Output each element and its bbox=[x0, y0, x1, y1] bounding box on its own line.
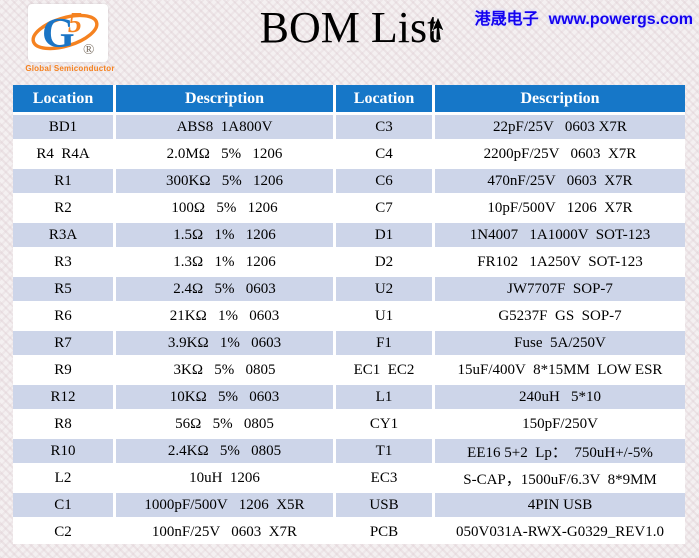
row-description-cell: 300KΩ 5% 1206 bbox=[116, 169, 333, 193]
row-description-cell: 1000pF/500V 1206 X5R bbox=[116, 493, 333, 517]
row-location-cell: R3A bbox=[13, 223, 113, 247]
svg-text:G: G bbox=[42, 11, 75, 57]
row-description-cell: 10pF/500V 1206 X7R bbox=[435, 196, 685, 220]
row-description-cell: 3.9KΩ 1% 0603 bbox=[116, 331, 333, 355]
site-name: 港晟电子 bbox=[474, 11, 539, 28]
row-description-cell: 1.3Ω 1% 1206 bbox=[116, 250, 333, 274]
row-description-cell: 1N4007 1A1000V SOT-123 bbox=[435, 223, 685, 247]
site-url[interactable]: www.powergs.com bbox=[548, 11, 693, 28]
row-location-cell: L2 bbox=[13, 466, 113, 490]
svg-text:5: 5 bbox=[68, 8, 82, 39]
row-location-cell: R6 bbox=[13, 304, 113, 328]
row-location-cell: D2 bbox=[336, 250, 432, 274]
row-description-cell: ABS8 1A800V bbox=[116, 115, 333, 139]
row-description-cell: 150pF/250V bbox=[435, 412, 685, 436]
row-location-cell: U2 bbox=[336, 277, 432, 301]
row-location-cell: C2 bbox=[13, 520, 113, 544]
mouse-cursor-icon bbox=[431, 17, 445, 41]
row-description-cell: 1.5Ω 1% 1206 bbox=[116, 223, 333, 247]
row-location-cell: L1 bbox=[336, 385, 432, 409]
row-location-cell: USB bbox=[336, 493, 432, 517]
row-description-cell: Fuse 5A/250V bbox=[435, 331, 685, 355]
row-location-cell: R8 bbox=[13, 412, 113, 436]
row-description-cell: 10KΩ 5% 0603 bbox=[116, 385, 333, 409]
row-location-cell: R9 bbox=[13, 358, 113, 382]
svg-text:®: ® bbox=[83, 42, 94, 58]
row-location-cell: C4 bbox=[336, 142, 432, 166]
row-description-cell: JW7707F SOP-7 bbox=[435, 277, 685, 301]
row-location-cell: U1 bbox=[336, 304, 432, 328]
row-location-cell: R12 bbox=[13, 385, 113, 409]
row-location-cell: C1 bbox=[13, 493, 113, 517]
row-description-cell: 3KΩ 5% 0805 bbox=[116, 358, 333, 382]
column-header-description: Description bbox=[435, 85, 685, 112]
row-location-cell: EC1 EC2 bbox=[336, 358, 432, 382]
row-location-cell: PCB bbox=[336, 520, 432, 544]
row-location-cell: R4 R4A bbox=[13, 142, 113, 166]
site-link[interactable]: 港晟电子 www.powergs.com bbox=[475, 5, 693, 29]
row-description-cell: 4PIN USB bbox=[435, 493, 685, 517]
row-location-cell: T1 bbox=[336, 439, 432, 463]
page-title: BOM List bbox=[259, 3, 440, 52]
row-description-cell: 56Ω 5% 0805 bbox=[116, 412, 333, 436]
row-description-cell: FR102 1A250V SOT-123 bbox=[435, 250, 685, 274]
row-description-cell: 2.4Ω 5% 0603 bbox=[116, 277, 333, 301]
row-location-cell: D1 bbox=[336, 223, 432, 247]
company-logo: G 5 ® Global Semiconductor bbox=[22, 4, 118, 73]
column-header-location: Location bbox=[336, 85, 432, 112]
row-description-cell: 050V031A-RWX-G0329_REV1.0 bbox=[435, 520, 685, 544]
row-description-cell: 21KΩ 1% 0603 bbox=[116, 304, 333, 328]
row-location-cell: R5 bbox=[13, 277, 113, 301]
row-location-cell: R2 bbox=[13, 196, 113, 220]
row-location-cell: EC3 bbox=[336, 466, 432, 490]
row-location-cell: C7 bbox=[336, 196, 432, 220]
row-location-cell: CY1 bbox=[336, 412, 432, 436]
row-location-cell: BD1 bbox=[13, 115, 113, 139]
row-location-cell: R3 bbox=[13, 250, 113, 274]
row-description-cell: 100nF/25V 0603 X7R bbox=[116, 520, 333, 544]
row-description-cell: G5237F GS SOP-7 bbox=[435, 304, 685, 328]
row-description-cell: 470nF/25V 0603 X7R bbox=[435, 169, 685, 193]
row-location-cell: R7 bbox=[13, 331, 113, 355]
bom-table: Location Description Location Description BD… bbox=[13, 85, 685, 544]
g5-logo-icon: G 5 ® bbox=[31, 8, 99, 58]
logo-mark-icon: G 5 ® bbox=[28, 4, 108, 62]
row-location-cell: R1 bbox=[13, 169, 113, 193]
column-header-location: Location bbox=[13, 85, 113, 112]
row-description-cell: 2.4KΩ 5% 0805 bbox=[116, 439, 333, 463]
row-location-cell: C3 bbox=[336, 115, 432, 139]
row-description-cell: EE16 5+2 Lp： 750uH+/-5% bbox=[435, 439, 685, 463]
row-description-cell: S-CAP，1500uF/6.3V 8*9MM bbox=[435, 466, 685, 490]
row-location-cell: F1 bbox=[336, 331, 432, 355]
row-description-cell: 2.0MΩ 5% 1206 bbox=[116, 142, 333, 166]
row-description-cell: 10uH 1206 bbox=[116, 466, 333, 490]
row-description-cell: 2200pF/25V 0603 X7R bbox=[435, 142, 685, 166]
logo-tagline: Global Semiconductor bbox=[25, 64, 115, 73]
row-location-cell: C6 bbox=[336, 169, 432, 193]
row-location-cell: R10 bbox=[13, 439, 113, 463]
row-description-cell: 240uH 5*10 bbox=[435, 385, 685, 409]
row-description-cell: 100Ω 5% 1206 bbox=[116, 196, 333, 220]
row-description-cell: 22pF/25V 0603 X7R bbox=[435, 115, 685, 139]
row-description-cell: 15uF/400V 8*15MM LOW ESR bbox=[435, 358, 685, 382]
column-header-description: Description bbox=[116, 85, 333, 112]
